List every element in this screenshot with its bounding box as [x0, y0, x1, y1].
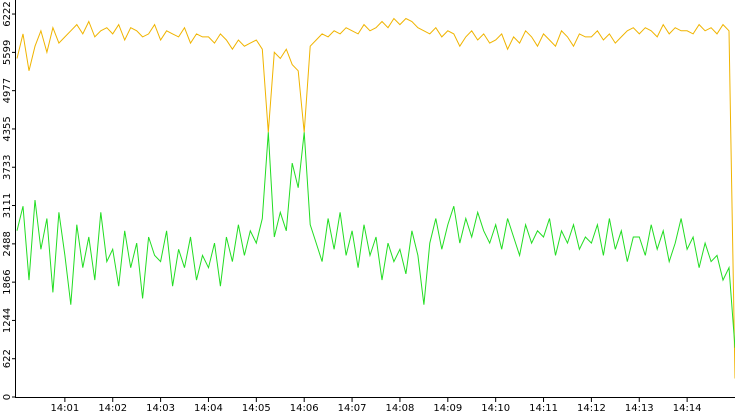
y-tick-label: 1244	[2, 308, 13, 333]
y-tick-label: 3111	[2, 193, 13, 218]
x-tick-label: 14:10	[481, 403, 510, 414]
x-tick-label: 14:03	[146, 403, 175, 414]
x-tick-label: 14:07	[338, 403, 367, 414]
x-tick-label: 14:05	[242, 403, 271, 414]
x-tick-label: 14:09	[433, 403, 462, 414]
x-tick-label: 14:12	[577, 403, 606, 414]
x-tick-label: 14:08	[386, 403, 415, 414]
y-tick-label: 2488	[2, 231, 13, 256]
series-line	[16, 132, 735, 348]
y-tick-label: 4355	[2, 116, 13, 141]
x-tick-label: 14:01	[50, 403, 79, 414]
x-tick-label: 14:02	[98, 403, 127, 414]
y-tick-label: 5599	[2, 40, 13, 65]
x-tick-label: 14:04	[194, 403, 223, 414]
y-tick-label: 4977	[2, 78, 13, 103]
y-tick-label: 3733	[2, 155, 13, 180]
y-tick-label: 0	[2, 394, 13, 400]
x-tick-label: 14:14	[673, 403, 702, 414]
y-tick-label: 1866	[2, 269, 13, 294]
x-tick-label: 14:11	[529, 403, 558, 414]
y-tick-label: 6222	[2, 1, 13, 26]
y-tick-label: 622	[2, 349, 13, 368]
x-tick-label: 14:13	[625, 403, 654, 414]
series-line	[16, 17, 735, 379]
x-tick-label: 14:06	[290, 403, 319, 414]
